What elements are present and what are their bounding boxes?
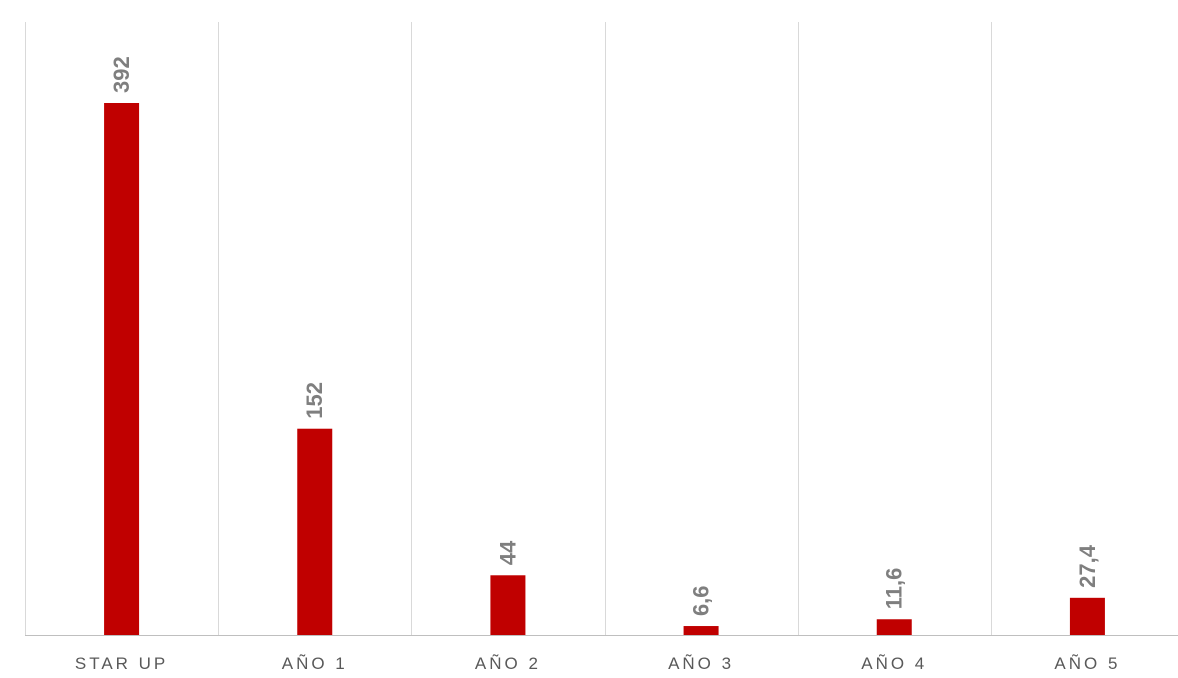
bar-5 bbox=[1069, 597, 1105, 635]
x-tick-labels: STAR UP AÑO 1 AÑO 2 AÑO 3 AÑO 4 AÑO 5 bbox=[75, 654, 1120, 673]
bar-2 bbox=[490, 575, 526, 635]
x-tick-label-4: AÑO 4 bbox=[861, 654, 927, 673]
bars bbox=[104, 103, 1105, 635]
data-label-3: 6,6 bbox=[689, 585, 714, 616]
bar-3 bbox=[683, 626, 719, 635]
data-labels: 392 152 44 6,6 11,6 27,4 bbox=[109, 56, 1100, 616]
x-tick-label-0: STAR UP bbox=[75, 654, 168, 673]
data-label-5: 27,4 bbox=[1075, 544, 1100, 588]
bar-1 bbox=[297, 428, 333, 635]
x-tick-label-1: AÑO 1 bbox=[282, 654, 348, 673]
data-label-2: 44 bbox=[495, 540, 520, 565]
bar-4 bbox=[876, 619, 912, 635]
x-tick-label-5: AÑO 5 bbox=[1054, 654, 1120, 673]
x-tick-label-2: AÑO 2 bbox=[475, 654, 541, 673]
data-label-0: 392 bbox=[109, 56, 134, 93]
data-label-4: 11,6 bbox=[882, 568, 907, 610]
data-label-1: 152 bbox=[302, 382, 327, 419]
x-tick-label-3: AÑO 3 bbox=[668, 654, 734, 673]
category-separators bbox=[25, 22, 992, 635]
bar-0 bbox=[104, 103, 140, 635]
